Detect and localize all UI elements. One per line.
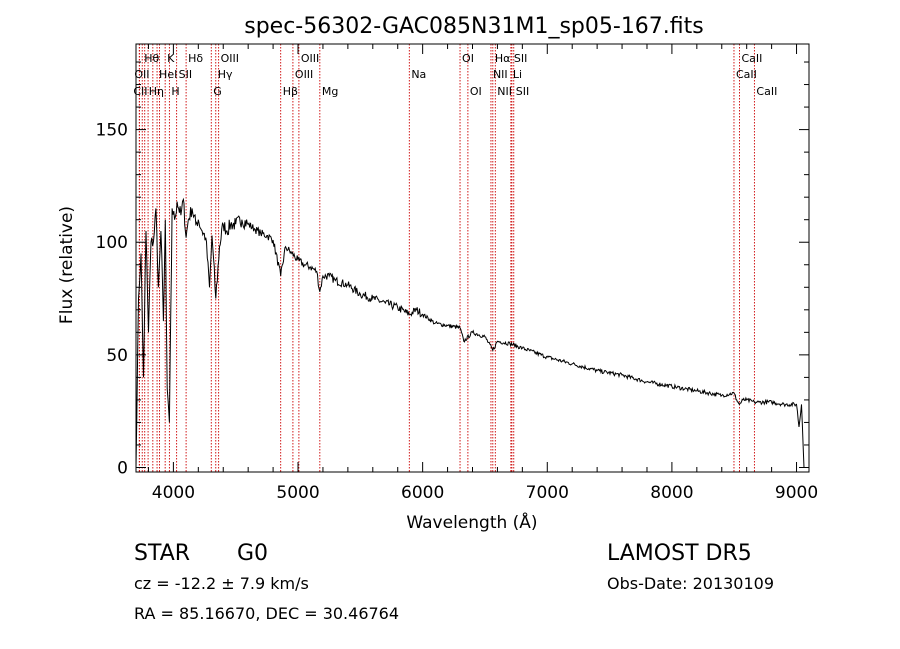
line-label: SII xyxy=(516,85,529,98)
plot-frame xyxy=(135,43,810,473)
line-label: OII xyxy=(134,68,149,81)
y-axis-ticks: 0 50 100 150 xyxy=(96,61,809,478)
ra-dec-coordinates: RA = 85.16670, DEC = 30.46764 xyxy=(134,604,400,623)
line-label: OI xyxy=(462,52,474,65)
survey-name: LAMOST DR5 xyxy=(607,541,752,566)
line-label: Mg xyxy=(322,85,338,98)
object-subclass: G0 xyxy=(237,541,269,566)
line-label: CaII xyxy=(741,52,762,65)
line-label: G xyxy=(213,85,222,98)
line-label: Hγ xyxy=(218,68,233,81)
x-tick-label: 7000 xyxy=(526,483,569,503)
line-label: Li xyxy=(513,68,522,81)
y-tick-label: 100 xyxy=(96,233,128,253)
line-label: NII xyxy=(493,68,508,81)
y-tick-label: 0 xyxy=(117,458,128,478)
line-label: OIII xyxy=(295,68,313,81)
x-tick-label: 8000 xyxy=(650,483,693,503)
spectral-line-markers xyxy=(138,44,755,472)
line-label: H xyxy=(171,85,179,98)
line-label: Hβ xyxy=(283,85,298,98)
line-label: Na xyxy=(411,68,426,81)
line-label: K xyxy=(167,52,175,65)
line-label: Hη xyxy=(149,85,164,98)
y-tick-label: 50 xyxy=(106,346,128,366)
x-tick-label: 6000 xyxy=(401,483,444,503)
y-tick-label: 150 xyxy=(96,121,128,141)
line-label: SII xyxy=(514,52,527,65)
x-tick-label: 9000 xyxy=(775,483,818,503)
object-class: STAR xyxy=(134,541,191,566)
line-label: OIII xyxy=(301,52,319,65)
line-label: HeI xyxy=(159,68,177,81)
line-label: Hδ xyxy=(188,52,203,65)
line-label: SII xyxy=(179,68,192,81)
line-label: Hα xyxy=(495,52,511,65)
x-tick-label: 4000 xyxy=(152,483,195,503)
x-axis-label: Wavelength (Å) xyxy=(406,511,537,533)
spectral-line-labels: CIIOIIHθHηHeIKHSIIHδGHγOIIIHβOIIIOIIIMgN… xyxy=(133,52,777,98)
line-label: CII xyxy=(133,85,147,98)
line-label: OI xyxy=(470,85,482,98)
line-label: OIII xyxy=(221,52,239,65)
redshift-cz: cz = -12.2 ± 7.9 km/s xyxy=(134,574,309,593)
line-label: CaII xyxy=(756,85,777,98)
spectrum-line xyxy=(135,197,805,468)
line-label: Hθ xyxy=(144,52,159,65)
line-label: NII xyxy=(497,85,512,98)
x-tick-label: 5000 xyxy=(276,483,319,503)
x-axis-ticks: 4000 5000 6000 7000 8000 9000 xyxy=(147,44,818,503)
chart-title: spec-56302-GAC085N31M1_sp05-167.fits xyxy=(244,14,704,39)
line-label: CaII xyxy=(736,68,757,81)
y-axis-label: Flux (relative) xyxy=(57,206,77,324)
observation-date: Obs-Date: 20130109 xyxy=(607,574,775,593)
